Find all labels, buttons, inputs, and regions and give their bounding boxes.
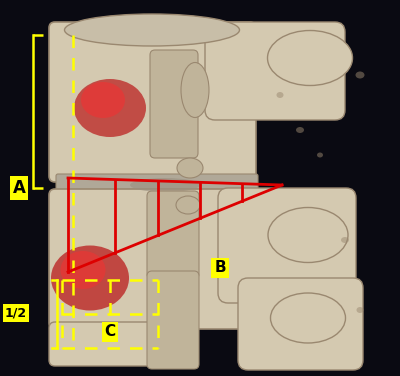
Text: A: A <box>12 179 26 197</box>
Ellipse shape <box>74 79 146 137</box>
Ellipse shape <box>276 92 284 98</box>
Ellipse shape <box>268 30 352 85</box>
FancyBboxPatch shape <box>49 322 189 366</box>
FancyBboxPatch shape <box>56 174 258 198</box>
Ellipse shape <box>341 237 349 243</box>
Ellipse shape <box>268 208 348 262</box>
FancyBboxPatch shape <box>147 191 199 279</box>
FancyBboxPatch shape <box>49 22 256 182</box>
FancyBboxPatch shape <box>150 50 198 158</box>
Ellipse shape <box>317 153 323 158</box>
Text: B: B <box>214 261 226 276</box>
Ellipse shape <box>356 307 364 313</box>
FancyBboxPatch shape <box>147 271 199 369</box>
Ellipse shape <box>64 14 240 46</box>
FancyBboxPatch shape <box>238 278 363 370</box>
Ellipse shape <box>181 62 209 117</box>
FancyBboxPatch shape <box>218 188 356 303</box>
Ellipse shape <box>296 127 304 133</box>
Ellipse shape <box>176 196 200 214</box>
Ellipse shape <box>51 246 129 311</box>
FancyBboxPatch shape <box>49 189 271 329</box>
Ellipse shape <box>270 293 346 343</box>
Text: 1/2: 1/2 <box>5 306 27 320</box>
Ellipse shape <box>60 251 106 289</box>
Ellipse shape <box>177 158 203 178</box>
Ellipse shape <box>81 82 125 118</box>
Ellipse shape <box>130 178 200 192</box>
FancyBboxPatch shape <box>205 22 345 120</box>
Text: C: C <box>104 324 116 340</box>
Ellipse shape <box>356 71 364 79</box>
